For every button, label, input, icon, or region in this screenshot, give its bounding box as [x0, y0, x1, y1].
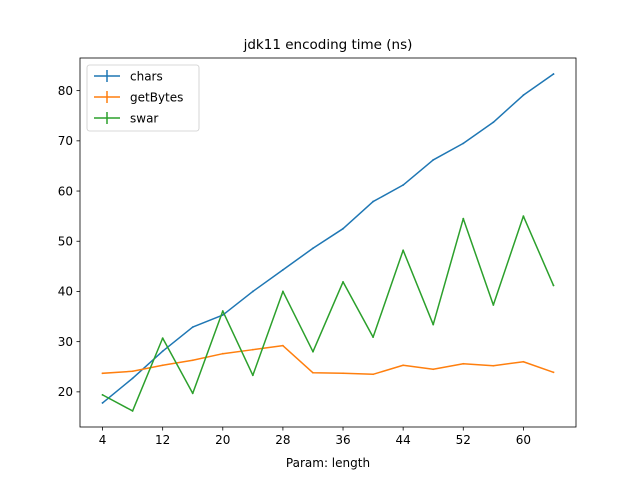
data-point-chars-28	[282, 268, 284, 271]
data-point-getBytes-8	[131, 370, 134, 373]
data-point-swar-56	[492, 304, 495, 306]
data-point-swar-44	[402, 249, 405, 252]
data-point-chars-40	[372, 200, 374, 203]
data-point-chars-44	[402, 184, 405, 186]
series-layer	[101, 73, 555, 412]
data-point-swar-64	[552, 284, 555, 287]
y-tick-label-50: 50	[58, 235, 73, 249]
data-point-getBytes-12	[161, 364, 164, 367]
data-point-swar-24	[251, 374, 254, 377]
data-point-getBytes-36	[342, 372, 344, 375]
x-tick-label-60: 60	[516, 433, 531, 447]
data-point-chars-24	[251, 290, 254, 293]
data-point-getBytes-64	[552, 371, 555, 374]
data-point-getBytes-28	[282, 344, 284, 347]
y-tick-label-30: 30	[58, 335, 73, 349]
legend-box	[86, 64, 200, 132]
x-tick-label-52: 52	[456, 433, 471, 447]
y-tick-label-70: 70	[58, 134, 73, 148]
legend-label-swar: swar	[130, 112, 158, 126]
chart-title: jdk11 encoding time (ns)	[243, 37, 413, 53]
data-point-getBytes-4	[101, 372, 104, 375]
y-tick-label-40: 40	[58, 285, 73, 299]
data-point-getBytes-44	[402, 364, 405, 367]
data-point-chars-16	[191, 326, 194, 328]
data-point-getBytes-40	[372, 373, 374, 376]
data-point-chars-60	[522, 94, 525, 97]
x-tick-label-20: 20	[215, 433, 230, 447]
series-line-chars	[101, 73, 555, 404]
data-point-getBytes-16	[191, 359, 194, 362]
plot-frame	[79, 57, 577, 428]
data-point-swar-20	[221, 310, 224, 312]
legend-label-getBytes: getBytes	[130, 91, 183, 105]
data-point-chars-12	[161, 350, 164, 353]
data-point-swar-60	[522, 215, 525, 218]
axes-layer: 4 12 20 28 36 44 52 60 20 30 40 50 60 70 80	[58, 57, 577, 447]
data-point-swar-8	[131, 410, 134, 412]
legend-label-chars: chars	[130, 70, 163, 84]
series-line-getBytes	[101, 344, 555, 376]
y-tick-label-60: 60	[58, 184, 73, 198]
data-point-chars-48	[432, 159, 435, 161]
data-point-chars-56	[492, 121, 495, 124]
data-point-swar-36	[342, 281, 344, 283]
x-tick-label-12: 12	[155, 433, 170, 447]
data-point-chars-52	[462, 142, 465, 145]
data-point-swar-52	[462, 217, 465, 220]
x-axis-label: Param: length	[286, 456, 370, 470]
x-tick-label-28: 28	[275, 433, 290, 447]
data-point-chars-36	[342, 227, 344, 230]
data-point-swar-32	[312, 350, 314, 353]
data-point-chars-8	[131, 377, 134, 380]
data-point-getBytes-56	[492, 364, 495, 367]
x-tick-label-4: 4	[99, 433, 107, 447]
x-tick-label-44: 44	[396, 433, 411, 447]
y-tick-label-20: 20	[58, 385, 73, 399]
y-tick-label-80: 80	[58, 84, 73, 98]
series-line-swar	[101, 215, 555, 412]
data-point-getBytes-24	[251, 348, 254, 351]
data-point-swar-12	[161, 337, 164, 340]
data-point-chars-32	[312, 247, 314, 250]
data-point-swar-48	[432, 323, 435, 326]
data-point-chars-20	[221, 314, 224, 316]
data-point-getBytes-32	[312, 371, 314, 374]
data-point-getBytes-48	[432, 368, 435, 371]
data-point-getBytes-20	[221, 352, 224, 355]
data-point-swar-4	[101, 393, 104, 396]
legend: chars getBytes swar	[86, 64, 200, 132]
data-point-swar-16	[191, 392, 194, 395]
data-point-swar-28	[282, 290, 284, 293]
data-point-swar-40	[372, 336, 374, 339]
data-point-chars-4	[101, 402, 104, 404]
data-point-getBytes-60	[522, 360, 525, 363]
data-point-getBytes-52	[462, 362, 465, 365]
data-point-chars-64	[552, 73, 555, 75]
x-tick-label-36: 36	[335, 433, 350, 447]
